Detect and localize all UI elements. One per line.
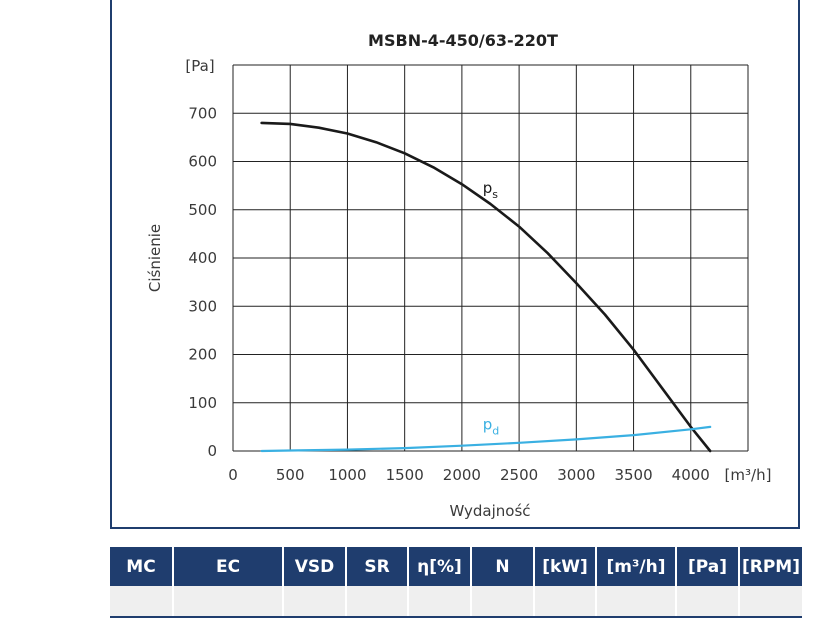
table-cell: [283, 586, 347, 618]
table-cell: [110, 586, 174, 618]
y-tick-label: 0: [207, 442, 217, 460]
header-n: N: [471, 547, 535, 586]
chart-panel: MSBN-4-450/63-220T [Pa] Ciśnienie Wydajn…: [110, 0, 800, 529]
x-tick-label: 2500: [500, 466, 538, 484]
y-unit-label: [Pa]: [185, 57, 214, 75]
series-line-ps: [260, 121, 712, 453]
x-tick-label: 1000: [328, 466, 366, 484]
y-tick-label: 600: [188, 153, 217, 171]
table-cell: [596, 586, 677, 618]
x-tick-label: 3000: [557, 466, 595, 484]
header-vsd: VSD: [283, 547, 347, 586]
y-axis-label: Ciśnienie: [146, 224, 164, 292]
y-tick-label: 700: [188, 104, 217, 122]
table-cell: [346, 586, 409, 618]
table-row: [110, 586, 802, 618]
series-lines: [260, 121, 712, 453]
table-cell: [676, 586, 740, 618]
header-efficiency: η[%]: [408, 547, 472, 586]
x-tick-label: 3500: [614, 466, 652, 484]
header-flow: [m³/h]: [596, 547, 677, 586]
y-tick-labels: 0 100 200 300 400 500 600 700: [188, 104, 217, 460]
table-cell: [173, 586, 284, 618]
series-labels: ps pd: [483, 179, 500, 437]
series-line-pd: [260, 425, 712, 453]
table-header-row: MC EC VSD SR η[%] N [kW] [m³/h] [Pa] [RP…: [110, 547, 802, 586]
header-ec: EC: [173, 547, 284, 586]
x-tick-label: 2000: [443, 466, 481, 484]
header-sr: SR: [346, 547, 409, 586]
header-mc: MC: [110, 547, 174, 586]
y-tick-label: 300: [188, 297, 217, 315]
y-tick-label: 200: [188, 346, 217, 364]
y-tick-label: 400: [188, 249, 217, 267]
header-pressure: [Pa]: [676, 547, 740, 586]
y-tick-label: 100: [188, 394, 217, 412]
header-rpm: [RPM]: [739, 547, 802, 586]
y-tick-label: 500: [188, 201, 217, 219]
table-cell: [408, 586, 472, 618]
x-unit-label: [m³/h]: [725, 466, 772, 484]
series-label-ps: ps: [483, 179, 499, 201]
x-tick-labels: 0 500 1000 1500 2000 2500 3000 3500 4000: [228, 466, 710, 484]
x-tick-label: 1500: [386, 466, 424, 484]
performance-chart: MSBN-4-450/63-220T [Pa] Ciśnienie Wydajn…: [146, 31, 772, 520]
grid: [232, 64, 749, 452]
x-tick-label: 0: [228, 466, 238, 484]
series-label-pd: pd: [483, 415, 500, 437]
chart-title: MSBN-4-450/63-220T: [368, 31, 558, 50]
x-tick-label: 500: [276, 466, 305, 484]
table-cell: [534, 586, 597, 618]
spec-table: MC EC VSD SR η[%] N [kW] [m³/h] [Pa] [RP…: [110, 547, 802, 618]
x-tick-label: 4000: [672, 466, 710, 484]
x-axis-label: Wydajność: [449, 502, 530, 520]
table-cell: [739, 586, 802, 618]
table-cell: [471, 586, 535, 618]
header-kw: [kW]: [534, 547, 597, 586]
